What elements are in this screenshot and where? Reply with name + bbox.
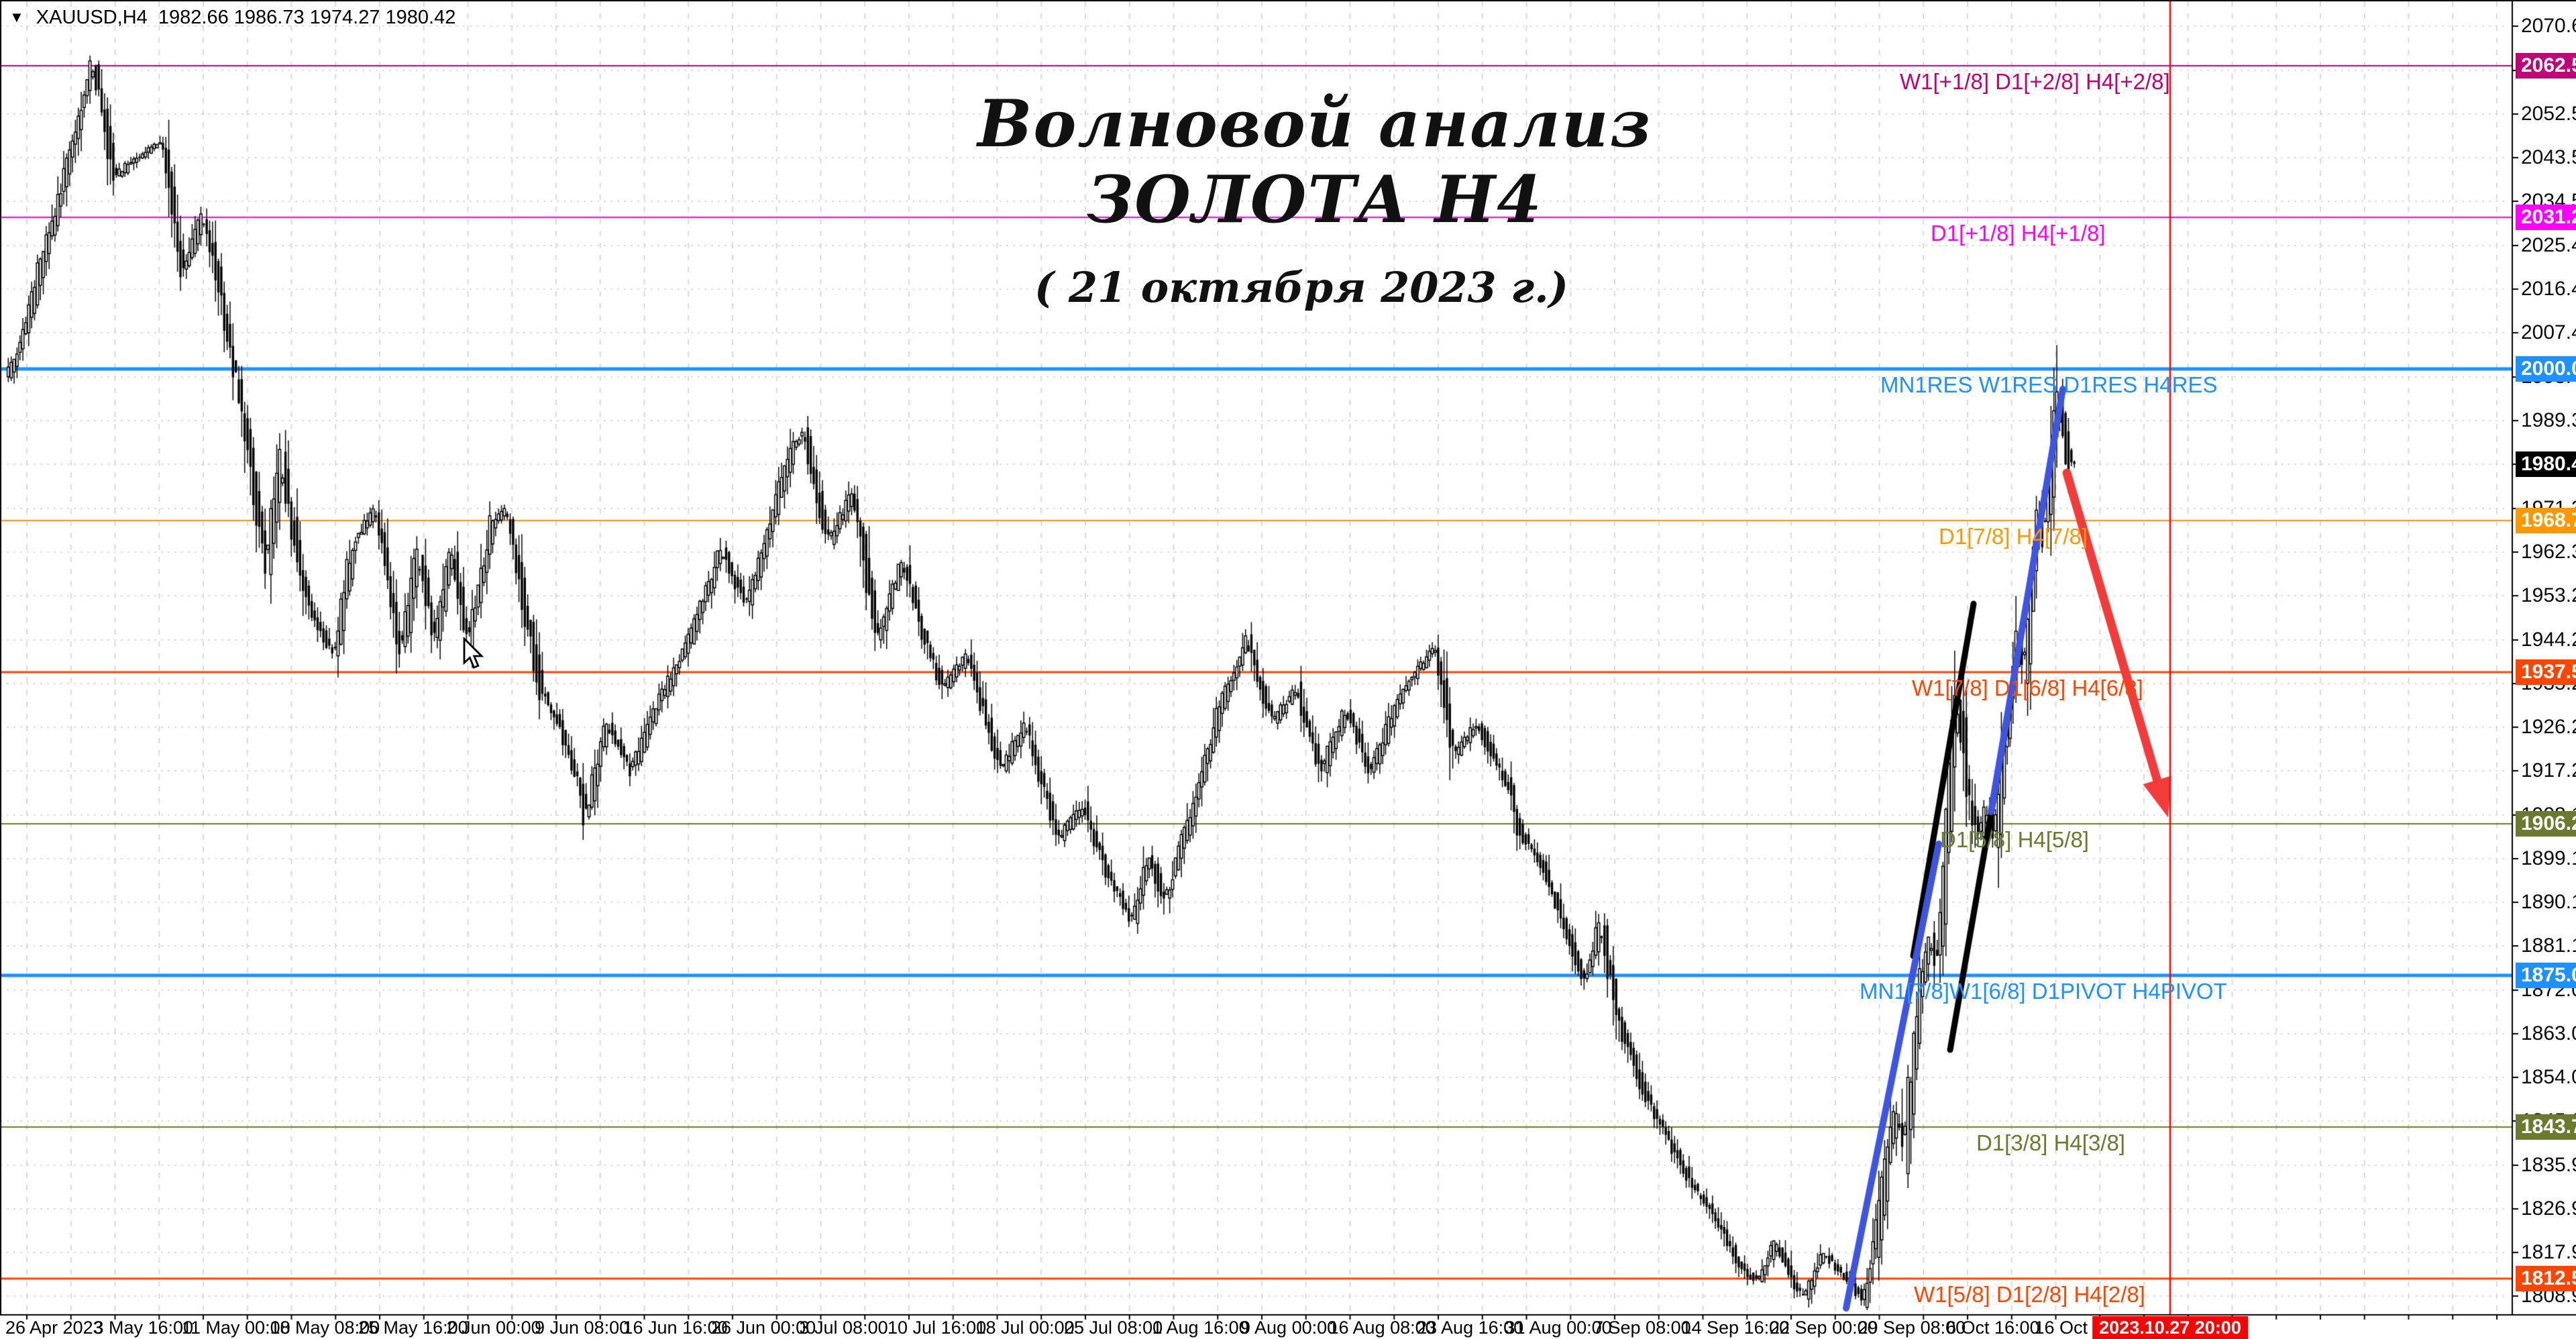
symbol-info: ▼ XAUUSD,H4 1982.66 1986.73 1974.27 1980.… (9, 7, 455, 29)
time-axis-label: 10 Jul 16:00 (888, 1318, 987, 1338)
murrey-level-label: D1[5/8] H4[5/8] (1940, 827, 2089, 852)
price-level-badge: 1812.50 (2516, 1266, 2576, 1291)
price-scale-tick: 1890.10 (2521, 890, 2576, 913)
murrey-level-label: MN1RES W1RES D1RES H4RES (1880, 372, 2218, 397)
price-scale-tick: 2043.50 (2521, 146, 2576, 169)
future-date-badge: 2023.10.27 20:00 (2092, 1316, 2248, 1339)
time-axis-label: 26 Apr 2023 (5, 1318, 103, 1338)
price-level-badge: 1906.25 (2516, 811, 2576, 837)
time-axis-label: 7 Sep 08:00 (1593, 1318, 1691, 1338)
time-axis-label: 22 Sep 00:00 (1770, 1318, 1878, 1338)
murrey-level-label: W1[+1/8] D1[+2/8] H4[+2/8] (1900, 69, 2170, 94)
price-scale-tick: 2007.40 (2521, 321, 2576, 344)
mouse-pointer-icon (463, 637, 484, 669)
time-axis-label: 2 Jun 00:00 (446, 1318, 541, 1338)
price-scale-tick: 1817.90 (2521, 1240, 2576, 1263)
time-axis-label: 23 Aug 16:00 (1417, 1318, 1524, 1338)
price-scale-tick: 1854.00 (2521, 1065, 2576, 1088)
time-axis-label: 11 May 00:00 (182, 1318, 290, 1338)
price-scale-tick: 2025.40 (2521, 234, 2576, 257)
time-axis-label: 14 Sep 16:00 (1681, 1318, 1790, 1338)
time-axis-label: 26 Jun 00:00 (711, 1318, 816, 1338)
murrey-level-label: W1[5/8] D1[2/8] H4[2/8] (1914, 1282, 2145, 1307)
murrey-level-label: MN1[7/8]W1[6/8] D1PIVOT H4PIVOT (1860, 979, 2227, 1004)
price-scale-tick: 2052.50 (2521, 103, 2576, 125)
price-scale-tick: 1926.20 (2521, 715, 2576, 738)
time-axis-label: 3 May 16:00 (93, 1318, 194, 1338)
murrey-level-label: W1[7/8] D1[6/8] H4[6/8] (1912, 676, 2143, 700)
time-axis-label: 9 Aug 00:00 (1240, 1318, 1338, 1338)
price-scale-tick: 1944.20 (2521, 628, 2576, 651)
price-scale-tick: 1899.10 (2521, 847, 2576, 869)
current-price-badge: 1980.42 (2516, 451, 2576, 477)
chart-title: Волновой анализ ЗОЛОТА Н4 (977, 86, 1652, 237)
time-axis-label: 16 Jun 16:00 (623, 1318, 728, 1338)
time-axis-label: 1 Aug 16:00 (1152, 1318, 1249, 1338)
price-level-badge: 1968.75 (2516, 508, 2576, 533)
time-axis-label: 18 May 08:00 (270, 1318, 380, 1338)
time-axis-label: 18 Jul 00:00 (975, 1318, 1075, 1338)
price-level-badge: 1875.00 (2516, 963, 2576, 988)
price-scale-tick: 1863.00 (2521, 1022, 2576, 1045)
price-scale-tick: 2016.40 (2521, 278, 2576, 301)
time-axis-label: 31 Aug 00:00 (1505, 1318, 1612, 1338)
price-scale-tick: 1953.20 (2521, 584, 2576, 607)
price-level-badge: 2000.00 (2516, 356, 2576, 382)
murrey-level-label: D1[3/8] H4[3/8] (1976, 1130, 2125, 1155)
price-scale-tick: 1826.90 (2521, 1197, 2576, 1220)
price-scale-tick: 1962.30 (2521, 540, 2576, 563)
price-level-badge: 1843.75 (2516, 1114, 2576, 1140)
time-axis-label: 25 May 16:00 (358, 1318, 468, 1338)
price-scale-tick: 2070.60 (2521, 15, 2576, 38)
price-scale-tick: 1989.30 (2521, 409, 2576, 432)
time-axis-label: 9 Jun 08:00 (535, 1318, 630, 1338)
price-level-badge: 2031.25 (2516, 205, 2576, 230)
murrey-level-label: D1[+1/8] H4[+1/8] (1931, 221, 2106, 246)
time-axis-label: 3 Jul 08:00 (799, 1318, 888, 1338)
time-axis-label: 16 Aug 08:00 (1328, 1318, 1436, 1338)
price-scale-tick: 1835.90 (2521, 1153, 2576, 1176)
price-scale-tick: 1917.20 (2521, 759, 2576, 782)
price-level-badge: 2062.50 (2516, 53, 2576, 78)
price-level-badge: 1937.50 (2516, 659, 2576, 685)
symbol-ohlc-text: XAUUSD,H4 1982.66 1986.73 1974.27 1980.4… (36, 7, 456, 28)
triangle-down-icon[interactable]: ▼ (9, 9, 24, 25)
time-axis-label: 25 Jul 08:00 (1064, 1318, 1163, 1338)
time-axis-label: 6 Oct 16:00 (1946, 1318, 2040, 1338)
murrey-level-label: D1[7/8] H4[7/8] (1939, 524, 2088, 549)
time-axis-label: 29 Sep 08:00 (1858, 1318, 1966, 1338)
price-scale-tick: 1881.10 (2521, 934, 2576, 957)
chart-subtitle: ( 21 октября 2023 г.) (1034, 263, 1569, 312)
